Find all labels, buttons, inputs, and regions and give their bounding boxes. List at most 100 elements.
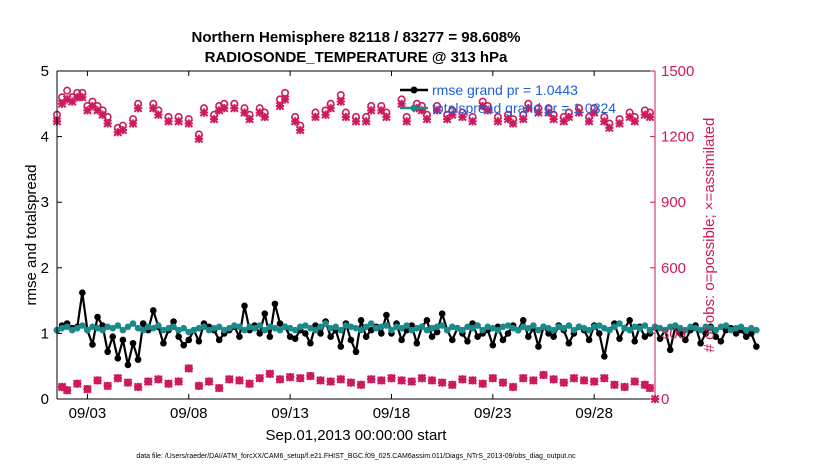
obs-assimilated-marker — [483, 106, 493, 115]
obs-assimilated-marker — [549, 375, 558, 384]
rmse-point — [448, 336, 456, 344]
spread-point — [428, 324, 436, 332]
obs-assimilated-marker — [377, 106, 386, 115]
spread-point — [641, 322, 649, 329]
rmse-point — [712, 333, 720, 340]
obs-assimilated-marker — [397, 376, 406, 385]
rmse-point — [79, 289, 86, 297]
x-tick-label: 09/28 — [575, 405, 613, 422]
rmse-point — [616, 335, 623, 342]
rmse-point — [626, 316, 633, 324]
spread-point — [144, 323, 152, 331]
spread-point — [403, 322, 410, 329]
rmse-point — [489, 341, 497, 349]
spread-point — [666, 323, 674, 331]
rmse-point — [398, 336, 405, 344]
spread-point — [170, 323, 177, 331]
spread-point — [727, 326, 735, 334]
obs-assimilated-marker — [493, 116, 503, 126]
spread-point — [139, 326, 147, 334]
spread-point — [489, 324, 497, 332]
obs-assimilated-marker — [447, 380, 457, 390]
obs-assimilated-marker — [326, 103, 335, 113]
spread-point — [514, 326, 522, 334]
obs-assimilated-marker — [341, 112, 351, 122]
y2-tick-label: 0 — [661, 391, 669, 408]
obs-assimilated-marker — [620, 382, 629, 392]
rmse-point — [94, 313, 101, 321]
rmse-point — [307, 339, 314, 347]
spread-point — [317, 323, 324, 331]
obs-assimilated-marker — [275, 375, 285, 384]
spread-point — [215, 323, 223, 331]
rmse-point — [499, 336, 507, 344]
obs-assimilated-marker — [103, 119, 112, 128]
y-tick-label: 3 — [41, 194, 49, 211]
obs-assimilated-marker — [458, 375, 467, 384]
spread-point — [590, 323, 598, 331]
spread-point — [124, 323, 132, 331]
obs-assimilated-marker — [508, 382, 518, 392]
obs-assimilated-marker — [610, 380, 619, 390]
spread-point — [712, 326, 720, 334]
spread-point — [129, 320, 137, 327]
spread-point — [747, 324, 755, 332]
rmse-point — [109, 333, 117, 340]
obs-assimilated-marker — [468, 116, 477, 126]
spread-point — [580, 324, 588, 332]
obs-assimilated-marker — [245, 379, 254, 389]
spread-point — [195, 324, 203, 332]
obs-assimilated-marker — [194, 134, 204, 144]
obs-assimilated-marker — [600, 373, 609, 383]
obs-assimilated-marker — [600, 116, 609, 126]
y2-tick-label: 600 — [661, 260, 686, 277]
spread-point — [570, 326, 578, 334]
spread-point — [388, 326, 395, 334]
obs-assimilated-marker — [377, 376, 386, 385]
chart-subtitle: RADIOSONDE_TEMPERATURE @ 313 hPa — [205, 49, 508, 66]
spread-point — [79, 322, 86, 329]
spread-point — [575, 323, 583, 331]
y-tick-label: 5 — [41, 63, 49, 80]
rmse-point — [656, 335, 664, 342]
obs-assimilated-marker — [326, 377, 335, 386]
spread-point — [342, 322, 350, 329]
spread-point — [312, 326, 319, 334]
rmse-point — [256, 330, 264, 337]
spread-point — [687, 323, 694, 331]
spread-point — [616, 320, 623, 327]
obs-assimilated-marker — [518, 114, 528, 124]
spread-point — [707, 324, 715, 332]
spread-point — [626, 326, 633, 334]
rmse-point — [631, 337, 639, 345]
spread-point — [291, 326, 299, 334]
obs-assimilated-marker — [118, 125, 128, 135]
obs-assimilated-marker — [295, 125, 305, 135]
spread-point — [296, 323, 304, 331]
rmse-point — [312, 322, 319, 329]
spread-point — [246, 323, 253, 331]
obs-assimilated-marker — [397, 99, 406, 109]
obs-assimilated-marker — [564, 112, 574, 122]
spread-point — [347, 323, 355, 331]
spread-point — [352, 324, 360, 332]
obs-assimilated-marker — [589, 108, 599, 117]
rmse-point — [732, 330, 740, 337]
obs-assimilated-marker — [366, 106, 376, 115]
rmse-point — [702, 330, 709, 337]
obs-assimilated-marker — [78, 92, 87, 102]
obs-assimilated-marker — [164, 379, 173, 389]
spread-point — [697, 326, 704, 334]
obs-possible-marker — [63, 86, 72, 95]
rmse-point — [666, 346, 674, 354]
rmse-point — [641, 333, 649, 340]
spread-point — [565, 322, 573, 329]
spread-point — [545, 324, 552, 332]
spread-point — [433, 323, 441, 331]
rmse-point — [175, 333, 182, 340]
x-tick-label: 09/23 — [474, 405, 512, 422]
spread-point — [509, 324, 517, 332]
obs-assimilated-marker — [128, 119, 138, 128]
spread-point — [631, 323, 639, 331]
